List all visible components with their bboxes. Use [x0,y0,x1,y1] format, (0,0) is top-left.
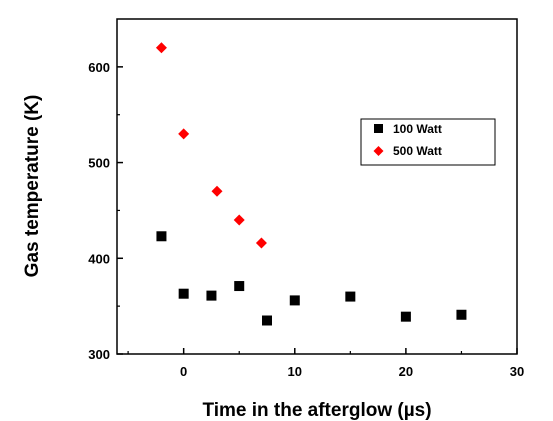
y-tick-label: 400 [88,251,110,266]
point-100-watt [156,231,167,242]
y-tick-label: 500 [88,156,110,171]
point-500-watt [155,42,167,54]
point-100-watt [234,281,245,292]
point-100-watt [400,311,411,322]
point-100-watt [289,295,300,306]
x-tick-label: 10 [288,364,302,379]
y-tick-label: 300 [88,347,110,362]
point-100-watt [206,290,217,301]
x-tick-label: 20 [399,364,413,379]
plot-frame [116,18,518,355]
data-points [155,42,467,326]
x-tick-label: 30 [510,364,524,379]
legend: 100 Watt 500 Watt [360,118,496,166]
y-tick-label: 600 [88,60,110,75]
legend-box [360,118,496,166]
point-500-watt [255,237,267,249]
legend-marker-100-watt [374,124,383,133]
axis-ticks: 0 10 20 30 300 400 500 600 [88,60,524,379]
legend-label-100-watt: 100 Watt [393,122,442,136]
point-100-watt [456,309,467,320]
point-100-watt [262,315,272,326]
point-100-watt [345,291,356,302]
legend-marker-500-watt [373,146,384,156]
x-tick-label: 0 [180,364,187,379]
y-axis-title: Gas temperature (K) [22,95,43,278]
point-500-watt [178,128,190,140]
legend-label-500-watt: 500 Watt [393,144,442,158]
point-100-watt [178,288,189,299]
point-500-watt [211,185,223,197]
x-axis-title: Time in the afterglow (µs) [202,400,431,421]
point-500-watt [233,214,245,226]
